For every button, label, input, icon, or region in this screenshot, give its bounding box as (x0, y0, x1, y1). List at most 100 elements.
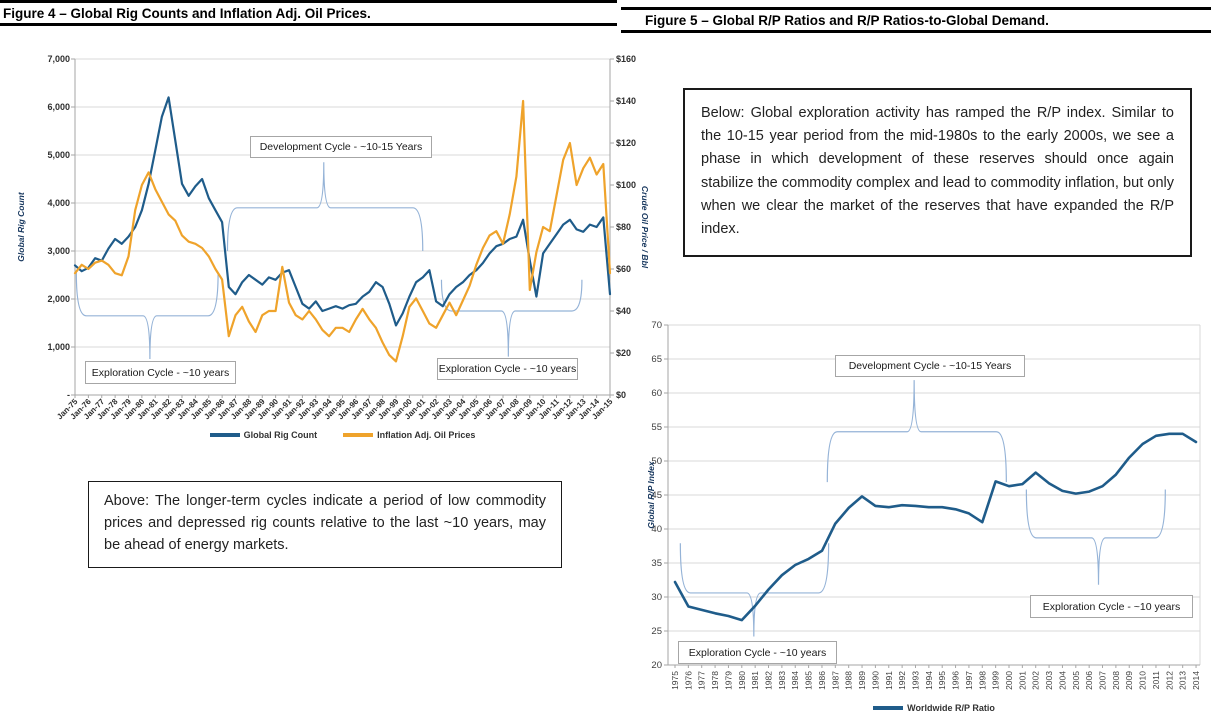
below-commentary-box: Below: Global exploration activity has r… (683, 88, 1192, 257)
svg-text:1976: 1976 (683, 671, 693, 690)
legend-swatch (873, 706, 904, 710)
legend-item: Global Rig Count (209, 430, 318, 440)
figure5-plot: 20 25 30 35 40 45 50 55 60 65 70 1975 1976 1977 1978 19… (651, 320, 1201, 690)
figure5-exploration-cycle-right-annotation: Exploration Cycle - ~10 years (1030, 595, 1193, 618)
legend-item: Inflation Adj. Oil Prices (343, 430, 475, 440)
svg-text:20: 20 (651, 660, 662, 671)
legend-swatch (209, 433, 240, 437)
svg-text:1993: 1993 (910, 671, 920, 690)
svg-text:2012: 2012 (1164, 671, 1174, 690)
svg-text:-: - (67, 390, 70, 400)
svg-text:45: 45 (651, 490, 662, 501)
svg-text:2009: 2009 (1124, 671, 1134, 690)
svg-text:1984: 1984 (790, 671, 800, 690)
svg-text:1994: 1994 (924, 671, 934, 690)
legend-swatch (343, 433, 374, 437)
svg-text:1997: 1997 (964, 671, 974, 690)
svg-text:40: 40 (651, 524, 662, 535)
svg-text:4,000: 4,000 (47, 198, 70, 208)
svg-text:2002: 2002 (1031, 671, 1041, 690)
svg-text:$80: $80 (616, 222, 631, 232)
svg-text:55: 55 (651, 422, 662, 433)
svg-text:$60: $60 (616, 264, 631, 274)
legend-item: Worldwide R/P Ratio (873, 703, 995, 713)
svg-text:1988: 1988 (844, 671, 854, 690)
svg-text:2001: 2001 (1017, 671, 1027, 690)
cycle-brace (75, 272, 219, 360)
svg-text:5,000: 5,000 (47, 150, 70, 160)
cycle-brace (1025, 489, 1166, 585)
svg-text:60: 60 (651, 388, 662, 399)
svg-text:70: 70 (651, 320, 662, 331)
svg-text:1995: 1995 (937, 671, 947, 690)
svg-text:2000: 2000 (1004, 671, 1014, 690)
svg-text:1977: 1977 (697, 671, 707, 690)
figure4-development-cycle-annotation: Development Cycle - ~10-15 Years (250, 136, 432, 158)
figure4-y-right-axis-title: Crude Oil Price / Bbl (640, 185, 650, 269)
svg-text:1986: 1986 (817, 671, 827, 690)
figure5-exploration-cycle-left-annotation: Exploration Cycle - ~10 years (678, 641, 837, 664)
svg-text:1982: 1982 (764, 671, 774, 690)
svg-text:2006: 2006 (1084, 671, 1094, 690)
svg-text:25: 25 (651, 626, 662, 637)
figure4-exploration-cycle-right-annotation: Exploration Cycle - ~10 years (437, 358, 578, 380)
svg-text:$0: $0 (616, 390, 626, 400)
svg-text:1990: 1990 (870, 671, 880, 690)
figure4-titlebar: Figure 4 – Global Rig Counts and Inflati… (0, 0, 617, 26)
figure4-exploration-cycle-left-annotation: Exploration Cycle - ~10 years (85, 361, 236, 384)
svg-text:50: 50 (651, 456, 662, 467)
svg-text:$100: $100 (616, 180, 636, 190)
svg-text:$140: $140 (616, 96, 636, 106)
series-line (73, 99, 612, 363)
svg-text:2005: 2005 (1071, 671, 1081, 690)
cycle-brace (826, 380, 1007, 483)
svg-text:$160: $160 (616, 54, 636, 64)
svg-text:2007: 2007 (1098, 671, 1108, 690)
svg-text:1980: 1980 (737, 671, 747, 690)
figure5-titlebar: Figure 5 – Global R/P Ratios and R/P Rat… (621, 7, 1211, 33)
svg-text:2,000: 2,000 (47, 294, 70, 304)
svg-text:65: 65 (651, 354, 662, 365)
svg-text:7,000: 7,000 (47, 54, 70, 64)
svg-text:1999: 1999 (991, 671, 1001, 690)
svg-text:1996: 1996 (951, 671, 961, 690)
svg-text:1975: 1975 (670, 671, 680, 690)
legend-label: Global Rig Count (243, 430, 318, 440)
svg-text:6,000: 6,000 (47, 102, 70, 112)
svg-text:2003: 2003 (1044, 671, 1054, 690)
svg-text:$40: $40 (616, 306, 631, 316)
svg-text:2013: 2013 (1178, 671, 1188, 690)
svg-text:1987: 1987 (830, 671, 840, 690)
svg-text:2014: 2014 (1191, 671, 1201, 690)
legend-label: Inflation Adj. Oil Prices (377, 430, 476, 440)
svg-text:$20: $20 (616, 348, 631, 358)
figure5-y-axis-title: Global R/P Index (646, 461, 656, 529)
cycle-brace (226, 162, 424, 252)
svg-text:2010: 2010 (1138, 671, 1148, 690)
svg-text:1983: 1983 (777, 671, 787, 690)
svg-text:2008: 2008 (1111, 671, 1121, 690)
svg-text:30: 30 (651, 592, 662, 603)
svg-text:2011: 2011 (1151, 671, 1161, 690)
series-line (673, 432, 1198, 622)
figure4-legend: Global Rig Count Inflation Adj. Oil Price… (75, 430, 610, 440)
figure4-y-left-axis-title: Global Rig Count (16, 192, 26, 262)
legend-label: Worldwide R/P Ratio (907, 703, 995, 713)
svg-text:$120: $120 (616, 138, 636, 148)
svg-text:1989: 1989 (857, 671, 867, 690)
figure4-title: Figure 4 – Global Rig Counts and Inflati… (3, 5, 371, 21)
svg-text:1,000: 1,000 (47, 342, 70, 352)
svg-text:1978: 1978 (710, 671, 720, 690)
svg-text:2004: 2004 (1057, 671, 1067, 690)
figure5-title: Figure 5 – Global R/P Ratios and R/P Rat… (645, 12, 1049, 28)
svg-text:35: 35 (651, 558, 662, 569)
svg-text:1981: 1981 (750, 671, 760, 690)
figure5-development-cycle-annotation: Development Cycle - ~10-15 Years (835, 355, 1025, 377)
svg-text:1985: 1985 (804, 671, 814, 690)
svg-text:1991: 1991 (884, 671, 894, 690)
series-line (73, 96, 612, 327)
above-commentary-box: Above: The longer-term cycles indicate a… (88, 481, 562, 568)
figure5-legend: Worldwide R/P Ratio (668, 703, 1200, 713)
svg-text:1992: 1992 (897, 671, 907, 690)
